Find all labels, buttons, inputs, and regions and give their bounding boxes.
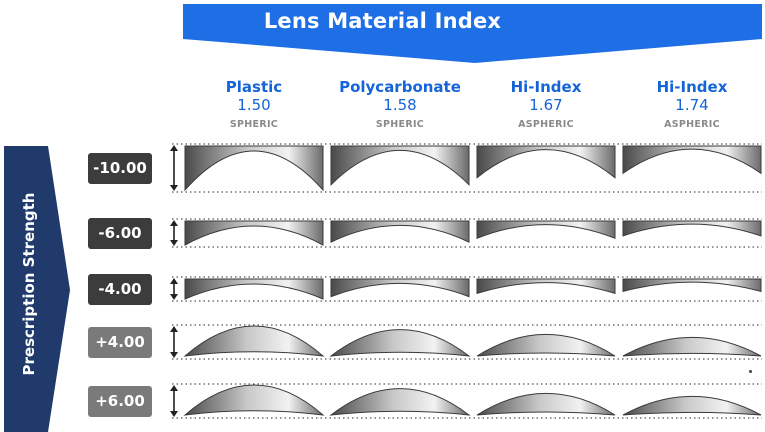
material-header-3: Hi-Index 1.67 ASPHERIC xyxy=(472,78,620,133)
lens-profile xyxy=(476,278,616,295)
arrow-head-up xyxy=(170,385,178,391)
lens-profile xyxy=(476,393,616,416)
material-type: SPHERIC xyxy=(229,119,279,130)
lens-profile xyxy=(184,220,324,246)
material-name: Plastic xyxy=(225,78,283,96)
prescription-strength-bar xyxy=(4,146,70,432)
lens-profile xyxy=(476,220,616,240)
material-index: 1.50 xyxy=(237,96,271,114)
prescription-badge: -4.00 xyxy=(88,273,152,305)
lens-profile xyxy=(622,396,762,416)
banner-arrow-shape xyxy=(183,4,762,63)
arrow-head-up xyxy=(170,278,178,284)
material-type: SPHERIC xyxy=(375,119,425,130)
arrow-head-up xyxy=(170,145,178,151)
lens-profile xyxy=(329,388,471,416)
arrow-head-up xyxy=(170,326,178,332)
title-banner xyxy=(183,4,762,63)
arrow-head-up xyxy=(170,220,178,226)
material-header-1: Plastic 1.50 SPHERIC xyxy=(180,78,328,133)
material-name: Hi-Index xyxy=(656,78,728,96)
lens-profile xyxy=(183,325,325,357)
lens-profile xyxy=(330,145,470,186)
lens-profile xyxy=(183,384,325,416)
material-header-2: Polycarbonate 1.58 SPHERIC xyxy=(326,78,474,133)
lens-profile xyxy=(622,220,762,237)
lens-profile xyxy=(184,278,324,300)
lens-profile xyxy=(476,145,616,179)
prescription-badge: +6.00 xyxy=(88,385,152,417)
lens-profile xyxy=(184,145,324,192)
arrow-head-down xyxy=(170,411,178,417)
material-name: Hi-Index xyxy=(510,78,582,96)
lens-profile xyxy=(622,337,762,357)
arrow-head-down xyxy=(170,185,178,191)
material-type: ASPHERIC xyxy=(518,119,574,130)
material-type: ASPHERIC xyxy=(664,119,720,130)
arrow-head-down xyxy=(170,352,178,358)
material-header-4: Hi-Index 1.74 ASPHERIC xyxy=(618,78,765,133)
lens-profile xyxy=(330,220,470,243)
material-name: Polycarbonate xyxy=(339,78,461,96)
side-arrow-shape xyxy=(4,146,70,432)
prescription-badge: +4.00 xyxy=(88,326,152,358)
arrow-head-down xyxy=(170,294,178,300)
prescription-badge: -6.00 xyxy=(88,217,152,249)
lens-profile xyxy=(329,329,471,357)
prescription-badge: -10.00 xyxy=(88,152,152,184)
material-index: 1.58 xyxy=(383,96,417,114)
lens-profile xyxy=(330,278,470,298)
material-index: 1.67 xyxy=(529,96,563,114)
decorative-dot xyxy=(749,370,752,373)
material-index: 1.74 xyxy=(675,96,709,114)
arrow-head-down xyxy=(170,240,178,246)
lens-profile xyxy=(476,334,616,357)
lens-profile xyxy=(622,145,762,175)
lens-profile xyxy=(622,278,762,293)
page-title: Lens Material Index xyxy=(263,9,502,33)
